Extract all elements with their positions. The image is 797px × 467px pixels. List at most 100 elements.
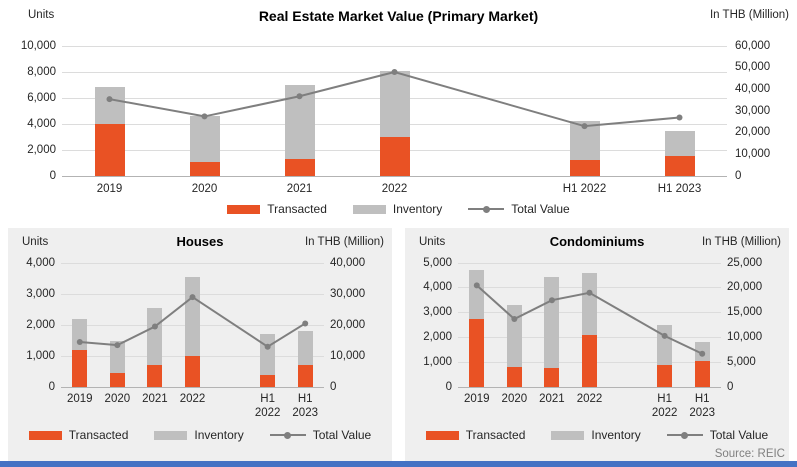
bar-segment-transacted [506,367,522,387]
legend-item-total-value: Total Value [666,428,769,442]
total-value-marker [151,323,158,330]
bar-segment-inventory [297,331,313,366]
total-value-dot [681,431,689,439]
right-axis-title: In THB (Million) [709,9,789,21]
stacked-bar [284,46,315,176]
stacked-bar [506,263,522,387]
bar-segment-transacted [569,160,600,176]
x-tick-label: 2022 [179,393,206,405]
gridline [458,262,721,264]
right-axis-tick-label: 10,000 [330,349,366,362]
legend-label: Total Value [709,428,769,442]
x-tick-label: 2020 [501,393,528,405]
inventory-swatch [551,430,585,440]
legend-item-transacted: Transacted [227,202,327,216]
x-tick-label: H1 2023 [292,393,318,419]
legend-label: Transacted [267,202,327,216]
bar-segment-inventory [506,305,522,368]
legend-item-inventory: Inventory [551,428,641,442]
bar-segment-transacted [109,373,125,387]
left-axis-tick-label: 1,000 [423,355,452,368]
legend-label: Transacted [68,428,129,442]
legend-item-transacted: Transacted [28,428,129,442]
left-axis-tick-label: 4,000 [27,117,56,130]
bar-segment-transacted [582,334,597,387]
stacked-bar [569,46,600,176]
legend-label: Total Value [511,202,570,216]
plot-area [62,45,727,177]
right-axis-title: In THB (Million) [701,236,781,248]
right-axis-tick-label: 30,000 [735,104,771,117]
bar-segment-inventory [147,307,163,366]
bar-segment-transacted [544,368,560,387]
x-tick-label: H1 2023 [689,393,715,419]
transacted-swatch [227,204,261,214]
x-tick-label: 2022 [576,393,603,405]
x-tick-label: H1 2022 [254,393,281,419]
gridline [61,386,324,388]
bar-segment-transacted [657,365,673,387]
left-axis-tick-label: 5,000 [423,256,452,269]
total-value-marker [473,282,480,289]
right-axis-tick-label: 0 [330,380,337,393]
legend-item-total-value: Total Value [269,428,371,442]
bar-segment-transacted [664,155,695,176]
right-axis-tick-label: 10,000 [735,147,771,160]
x-tick-label: 2019 [66,393,93,405]
left-axis-title: Units [419,236,446,248]
stacked-bar [657,263,673,387]
right-axis-tick-label: 60,000 [735,39,771,52]
houses-chart: Units Houses In THB (Million) Transacted… [8,228,392,462]
primary-market-chart: Units Real Estate Market Value (Primary … [0,0,797,226]
legend: Transacted Inventory Total Value [405,428,789,442]
total-value-dot [284,431,292,439]
transacted-swatch [425,430,459,440]
bottom-accent-bar [0,461,797,467]
left-axis-tick-label: 0 [445,380,452,393]
total-value-line-swatch [666,431,703,439]
left-axis-tick-label: 3,000 [423,306,452,319]
total-value-line-swatch [269,431,306,439]
x-tick-label: H1 2022 [562,183,607,195]
x-tick-label: H1 2022 [651,393,678,419]
right-axis-tick-label: 0 [727,380,734,393]
left-axis-tick-label: 0 [48,380,55,393]
x-tick-label: 2021 [142,393,168,405]
condominiums-chart: Units Condominiums In THB (Million) Tran… [405,228,789,462]
inventory-swatch [352,204,386,214]
x-tick-label: 2020 [104,393,131,405]
bar-segment-inventory [582,272,597,335]
gridline [61,262,324,264]
stacked-bar [297,263,313,387]
stacked-bar [147,263,163,387]
bar-segment-inventory [94,86,125,124]
legend-item-total-value: Total Value [468,202,570,216]
legend-item-inventory: Inventory [352,202,442,216]
legend-label: Inventory [591,428,641,442]
left-axis-tick-label: 3,000 [26,287,55,300]
right-axis-tick-label: 30,000 [330,287,366,300]
total-value-marker [264,343,271,350]
source-note: Source: REIC [714,448,785,460]
right-axis-title: In THB (Million) [304,236,384,248]
right-axis-tick-label: 0 [735,169,742,182]
right-axis-tick-label: 40,000 [735,82,771,95]
bar-segment-transacted [379,137,410,176]
left-axis-tick-label: 1,000 [26,349,55,362]
right-axis-tick-label: 50,000 [735,61,771,74]
right-axis-tick-label: 20,000 [727,281,763,294]
right-axis-tick-label: 25,000 [727,256,763,269]
stacked-bar [109,263,125,387]
chart-title: Houses [176,234,224,249]
total-value-marker [699,350,706,357]
stacked-bar [94,46,125,176]
bar-segment-transacted [297,365,313,387]
bar-segment-transacted [260,374,276,387]
right-axis-tick-label: 40,000 [330,256,366,269]
bar-segment-transacted [147,365,163,387]
total-value-marker [106,96,113,103]
total-value-marker [114,342,121,349]
stacked-bar [664,46,695,176]
total-value-marker [76,339,83,346]
